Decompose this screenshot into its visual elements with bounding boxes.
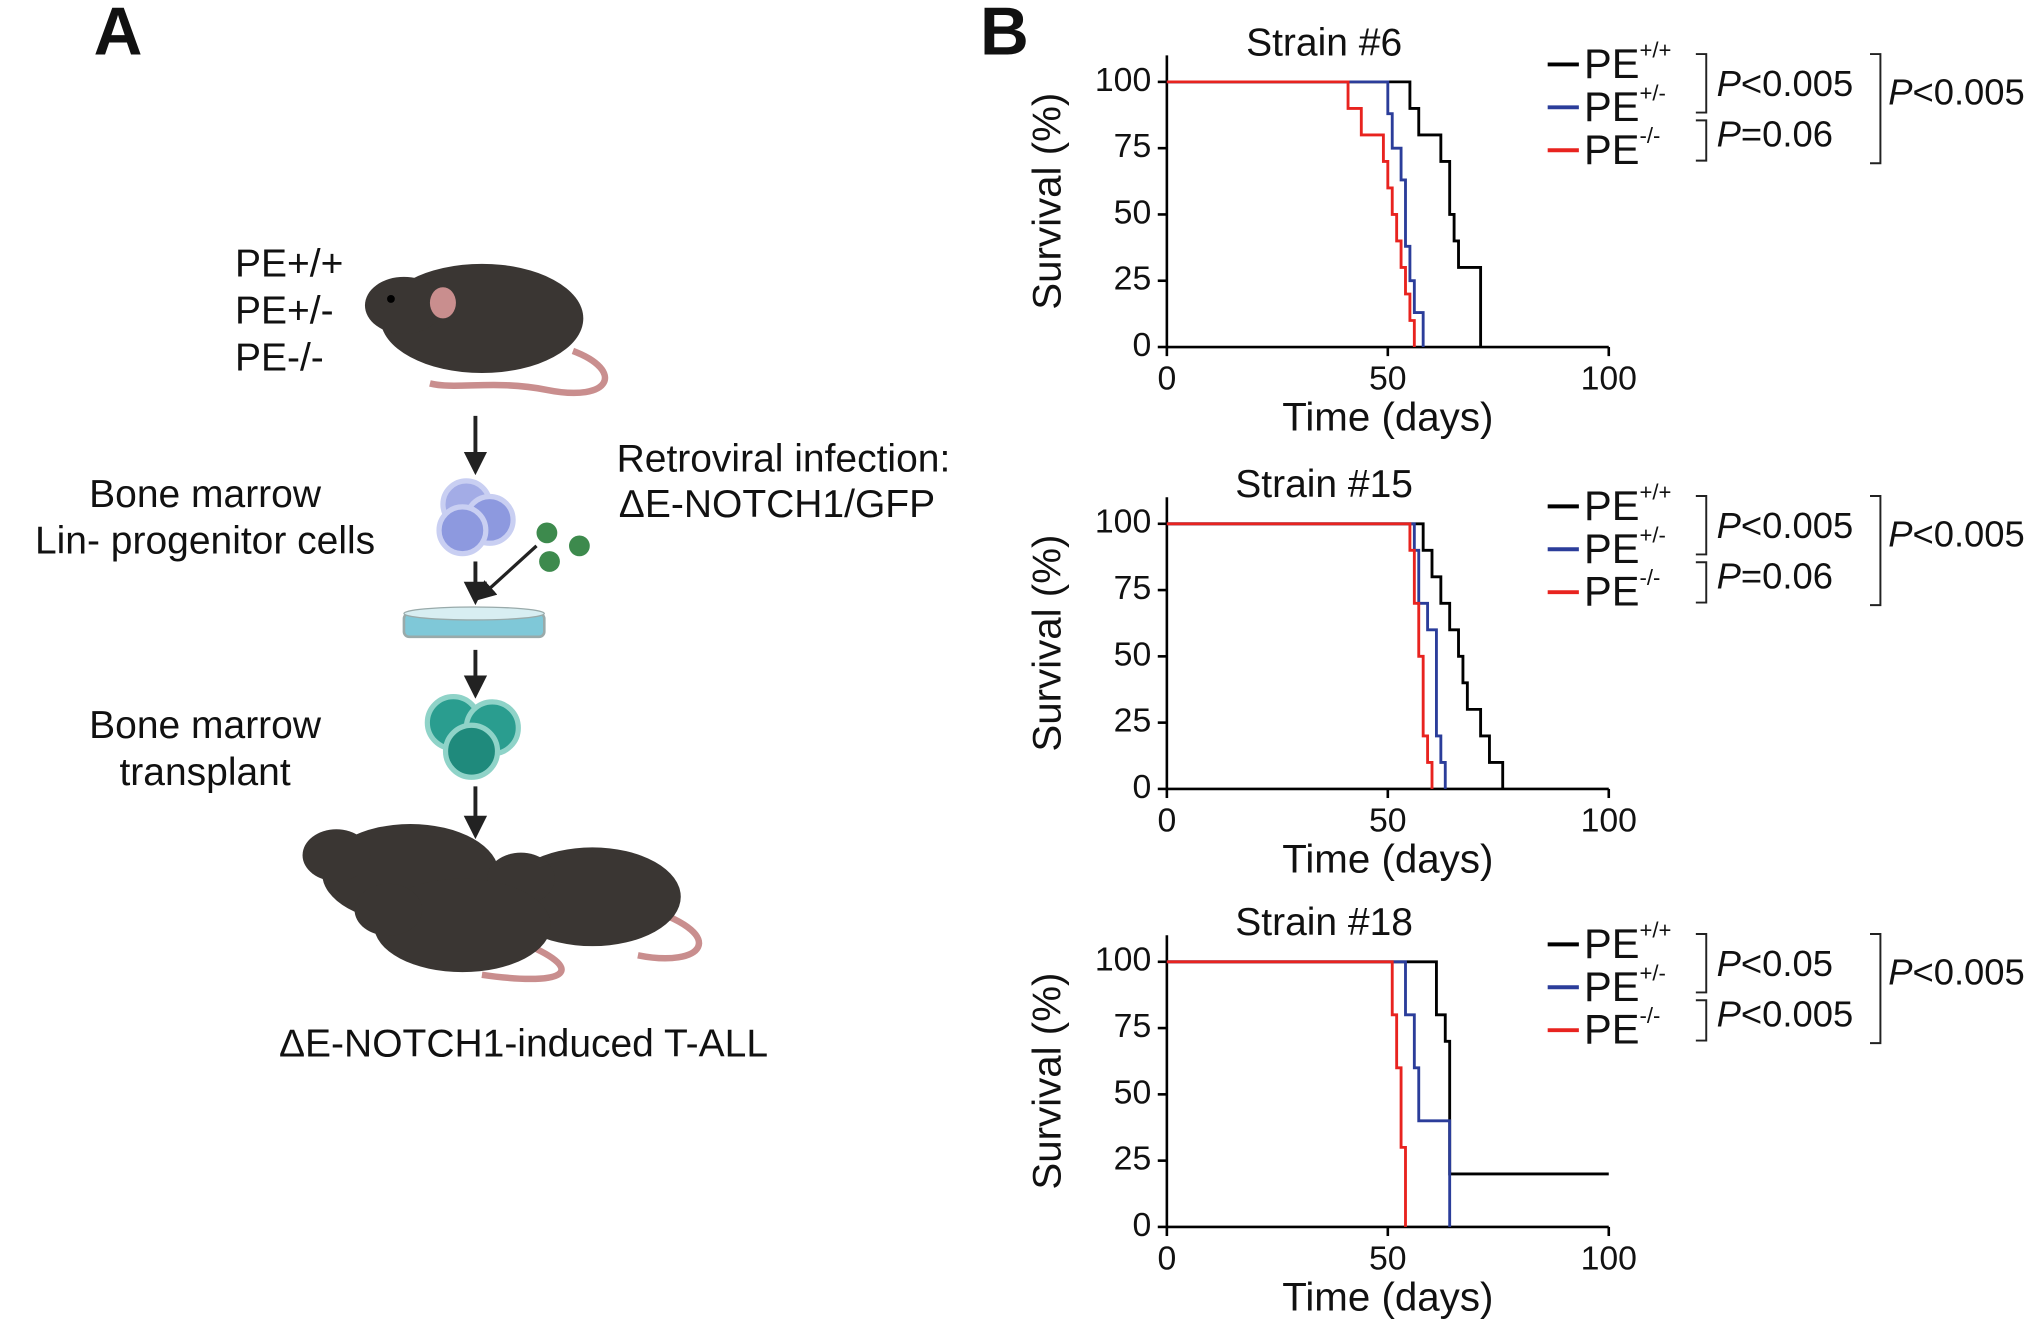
label: Lin- progenitor cells <box>35 520 375 563</box>
y-tick-label: 50 <box>1114 635 1152 673</box>
label: transplant <box>119 751 290 794</box>
cells-icon <box>436 478 516 557</box>
y-axis-label: Survival (%) <box>1025 93 1070 310</box>
x-axis-label: Time (days) <box>1282 394 1493 439</box>
x-tick-label: 50 <box>1369 1240 1407 1278</box>
legend-label: PE-/- <box>1584 1003 1660 1053</box>
p-value: P<0.005 <box>1717 504 1854 545</box>
genotype: PE+/- <box>235 290 334 333</box>
y-tick-label: 50 <box>1114 1073 1152 1111</box>
y-tick-label: 100 <box>1095 61 1151 99</box>
x-tick-label: 0 <box>1157 360 1176 398</box>
genotype: PE-/- <box>235 336 324 379</box>
legend-label: PE+/+ <box>1584 917 1671 967</box>
label: Bone marrow <box>89 704 322 747</box>
p-value: P<0.005 <box>1888 513 2025 554</box>
dish-icon <box>402 606 546 639</box>
p-value: P=0.06 <box>1717 555 1833 596</box>
survival-line <box>1166 522 1447 789</box>
legend-label: PE-/- <box>1584 123 1660 173</box>
survival-line <box>1166 960 1407 1227</box>
survival-line <box>1166 960 1452 1227</box>
cells-icon <box>424 694 521 780</box>
y-tick-label: 25 <box>1114 1140 1152 1178</box>
y-tick-label: 25 <box>1114 702 1152 740</box>
x-tick-label: 0 <box>1157 1240 1176 1278</box>
survival-line <box>1166 80 1425 348</box>
survival-line <box>1166 960 1609 1176</box>
arrow <box>476 544 538 601</box>
p-value: P<0.05 <box>1717 942 1833 983</box>
diagram: PE+/+ PE+/- PE-/- Bone marrow Lin- proge… <box>35 243 950 1066</box>
panel-letter: A <box>94 0 143 69</box>
label: ΔE-NOTCH1-induced T-ALL <box>279 1023 768 1066</box>
p-value: P<0.005 <box>1888 951 2025 992</box>
y-tick-label: 75 <box>1114 569 1152 607</box>
chart-title: Strain #15 <box>1235 463 1413 506</box>
bracket <box>1870 932 1882 1045</box>
legend-label: PE+/- <box>1584 522 1666 572</box>
p-value: P<0.005 <box>1888 71 2025 112</box>
bracket <box>1695 53 1708 114</box>
bracket <box>1695 932 1708 994</box>
chart-title: Strain #18 <box>1235 901 1413 944</box>
legend-label: PE+/+ <box>1584 479 1671 529</box>
legend-label: PE+/- <box>1584 960 1666 1010</box>
bracket <box>1695 119 1708 162</box>
x-tick-label: 0 <box>1157 802 1176 840</box>
y-tick-label: 0 <box>1132 326 1151 364</box>
mice-icon <box>302 824 703 983</box>
x-axis-label: Time (days) <box>1282 1274 1493 1319</box>
legend-label: PE+/+ <box>1584 37 1671 87</box>
p-value: P=0.06 <box>1717 113 1833 154</box>
y-tick-label: 0 <box>1132 1206 1151 1244</box>
y-axis-label: Survival (%) <box>1025 535 1070 752</box>
y-tick-label: 25 <box>1114 260 1152 298</box>
bracket <box>1695 494 1708 556</box>
bracket <box>1695 561 1708 604</box>
y-tick-label: 100 <box>1095 503 1151 541</box>
y-axis-label: Survival (%) <box>1025 973 1070 1190</box>
y-tick-label: 100 <box>1095 941 1151 979</box>
legend-label: PE+/- <box>1584 80 1666 130</box>
virus-icon <box>536 522 590 572</box>
legend-label: PE-/- <box>1584 565 1660 615</box>
panel-letter: B <box>980 0 1029 69</box>
survival-line <box>1166 80 1483 348</box>
mouse-icon <box>364 263 609 397</box>
bracket <box>1870 53 1882 165</box>
y-tick-label: 50 <box>1114 193 1152 231</box>
y-tick-label: 75 <box>1114 127 1152 165</box>
bracket <box>1870 494 1882 607</box>
chart-title: Strain #6 <box>1246 21 1402 64</box>
x-tick-label: 50 <box>1369 360 1407 398</box>
survival-line <box>1166 80 1416 348</box>
label: Retroviral infection: <box>617 438 951 481</box>
x-tick-label: 100 <box>1581 1240 1637 1278</box>
bracket <box>1695 999 1708 1042</box>
x-tick-label: 50 <box>1369 802 1407 840</box>
survival-line <box>1166 522 1434 789</box>
genotype: PE+/+ <box>235 243 343 286</box>
survival-line <box>1166 522 1505 789</box>
x-tick-label: 100 <box>1581 802 1637 840</box>
p-value: P<0.005 <box>1717 993 1854 1034</box>
y-tick-label: 75 <box>1114 1007 1152 1045</box>
label: ΔE-NOTCH1/GFP <box>619 483 935 526</box>
x-tick-label: 100 <box>1581 360 1637 398</box>
label: Bone marrow <box>89 473 322 516</box>
p-value: P<0.005 <box>1717 63 1854 104</box>
y-tick-label: 0 <box>1132 768 1151 806</box>
x-axis-label: Time (days) <box>1282 836 1493 881</box>
